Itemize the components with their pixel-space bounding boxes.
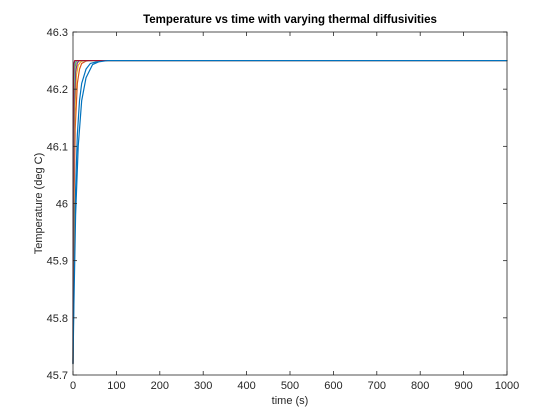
x-tick-label: 1000 xyxy=(495,380,519,392)
y-tick-label: 45.9 xyxy=(47,256,68,268)
x-tick-label: 100 xyxy=(107,380,125,392)
y-tick-label: 46 xyxy=(56,199,68,211)
x-tick-label: 300 xyxy=(194,380,212,392)
y-tick-label: 45.7 xyxy=(47,370,68,382)
x-tick-label: 500 xyxy=(281,380,299,392)
series-line-8 xyxy=(72,59,508,365)
x-tick-label: 700 xyxy=(368,380,386,392)
x-tick-label: 200 xyxy=(151,380,169,392)
y-tick-label: 46.3 xyxy=(47,27,68,39)
x-tick-label: 800 xyxy=(411,380,429,392)
series-layer xyxy=(72,59,508,365)
y-axis-label: Temperature (deg C) xyxy=(33,153,45,255)
tick-layer: 0 100 200 300 400 500 600 700 800 900 1000 45.7 45.8… xyxy=(47,27,520,392)
plot-area xyxy=(73,32,507,375)
x-axis-label: time (s) xyxy=(272,395,309,407)
x-tick-label: 400 xyxy=(237,380,255,392)
chart-title: Temperature vs time with varying thermal… xyxy=(143,14,437,26)
x-tick-label: 0 xyxy=(70,380,76,392)
x-tick-label: 600 xyxy=(324,380,342,392)
y-tick-label: 45.8 xyxy=(47,313,68,325)
y-tick-label: 46.2 xyxy=(47,84,68,96)
y-tick-label: 46.1 xyxy=(47,141,68,153)
x-tick-label: 900 xyxy=(454,380,472,392)
